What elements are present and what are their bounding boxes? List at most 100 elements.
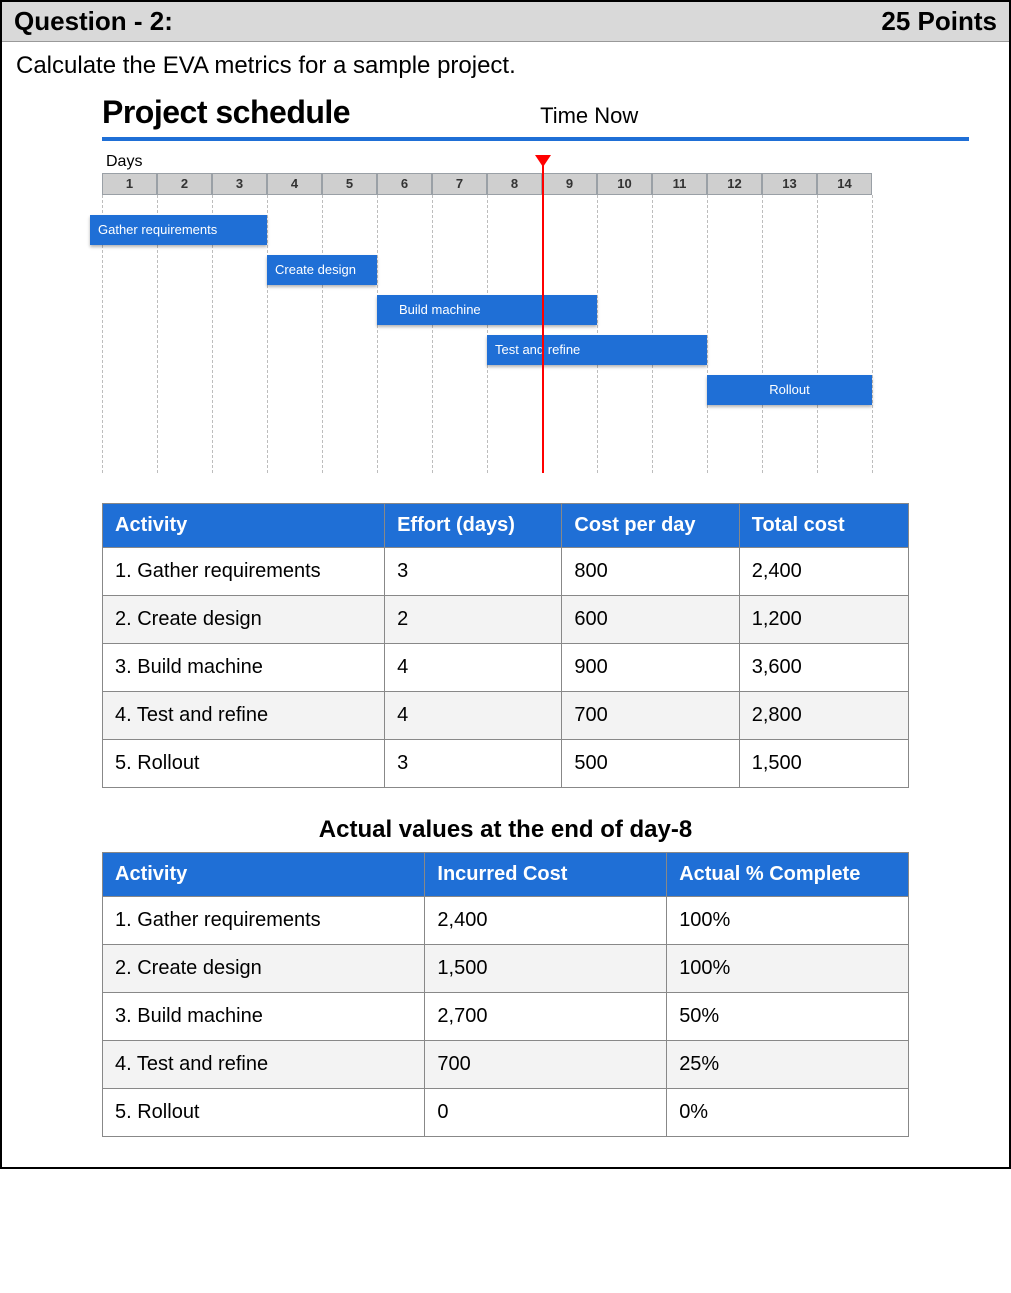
gantt-gridline [707, 195, 708, 473]
gantt-day-header: 8 [487, 173, 542, 195]
table-row: 2. Create design1,500100% [103, 945, 909, 993]
table-cell: 3,600 [739, 644, 908, 692]
table-cell: 2,700 [425, 993, 667, 1041]
time-now-label: Time Now [540, 103, 638, 129]
table-cell: 700 [425, 1041, 667, 1089]
table-cell: 4. Test and refine [103, 692, 385, 740]
gantt-task-bar: Rollout [707, 375, 872, 405]
gantt-day-header: 5 [322, 173, 377, 195]
table-cell: 900 [562, 644, 739, 692]
gantt-day-header: 14 [817, 173, 872, 195]
gantt-gridline [597, 195, 598, 473]
gantt-task-bar: Test and refine [487, 335, 707, 365]
table-cell: 3. Build machine [103, 993, 425, 1041]
time-now-marker-icon [535, 155, 551, 167]
actuals-table-section: ActivityIncurred CostActual % Complete1.… [102, 852, 909, 1137]
table-cell: 5. Rollout [103, 1089, 425, 1137]
gantt-task-bar: Create design [267, 255, 377, 285]
schedule-rule [102, 137, 969, 141]
table-header-cell: Total cost [739, 504, 908, 548]
table-row: 1. Gather requirements38002,400 [103, 548, 909, 596]
table-cell: 0% [667, 1089, 909, 1137]
page: Question - 2: 25 Points Calculate the EV… [0, 0, 1011, 1169]
table-cell: 800 [562, 548, 739, 596]
table-header-cell: Cost per day [562, 504, 739, 548]
table-cell: 1. Gather requirements [103, 548, 385, 596]
table-cell: 2,400 [739, 548, 908, 596]
table-cell: 25% [667, 1041, 909, 1089]
table-cell: 700 [562, 692, 739, 740]
table-cell: 4. Test and refine [103, 1041, 425, 1089]
table-cell: 2,800 [739, 692, 908, 740]
gantt-day-header: 12 [707, 173, 762, 195]
table-header-cell: Actual % Complete [667, 853, 909, 897]
schedule-header: Project schedule Time Now [102, 94, 969, 131]
table-cell: 100% [667, 945, 909, 993]
table-cell: 600 [562, 596, 739, 644]
gantt-gridline [762, 195, 763, 473]
gantt-gridline [267, 195, 268, 473]
table-cell: 100% [667, 897, 909, 945]
table-header-cell: Activity [103, 504, 385, 548]
gantt-gridline [377, 195, 378, 473]
table-header-cell: Effort (days) [385, 504, 562, 548]
table-cell: 4 [385, 692, 562, 740]
gantt-gridline [817, 195, 818, 473]
table-cell: 50% [667, 993, 909, 1041]
table-cell: 1,200 [739, 596, 908, 644]
table-cell: 1. Gather requirements [103, 897, 425, 945]
gantt-day-header: 9 [542, 173, 597, 195]
question-header-bar: Question - 2: 25 Points [2, 2, 1009, 42]
table-cell: 4 [385, 644, 562, 692]
table-cell: 2. Create design [103, 596, 385, 644]
table-row: 2. Create design26001,200 [103, 596, 909, 644]
gantt-gridline [872, 195, 873, 473]
gantt-gridline [652, 195, 653, 473]
gantt-day-header: 2 [157, 173, 212, 195]
actuals-table: ActivityIncurred CostActual % Complete1.… [102, 852, 909, 1137]
gantt-gridline [432, 195, 433, 473]
table-row: 3. Build machine49003,600 [103, 644, 909, 692]
gantt-chart: 1234567891011121314Gather requirementsCr… [102, 173, 872, 473]
gantt-day-header: 4 [267, 173, 322, 195]
schedule-title: Project schedule [102, 94, 350, 131]
question-prompt: Calculate the EVA metrics for a sample p… [2, 42, 1009, 86]
gantt-gridline [322, 195, 323, 473]
table-row: 5. Rollout35001,500 [103, 740, 909, 788]
table-cell: 3 [385, 548, 562, 596]
cost-table: ActivityEffort (days)Cost per dayTotal c… [102, 503, 909, 788]
table-row: 1. Gather requirements2,400100% [103, 897, 909, 945]
gantt-day-header: 3 [212, 173, 267, 195]
gantt-day-header: 10 [597, 173, 652, 195]
gantt-task-bar: Gather requirements [90, 215, 267, 245]
table-cell: 3. Build machine [103, 644, 385, 692]
points-label: 25 Points [881, 6, 997, 37]
gantt-task-bar: Build machine [377, 295, 597, 325]
question-label: Question - 2: [14, 6, 173, 37]
gantt-day-header: 11 [652, 173, 707, 195]
table-header-cell: Incurred Cost [425, 853, 667, 897]
gantt-day-header: 7 [432, 173, 487, 195]
table-row: 4. Test and refine47002,800 [103, 692, 909, 740]
table-cell: 5. Rollout [103, 740, 385, 788]
table-cell: 2. Create design [103, 945, 425, 993]
table-cell: 0 [425, 1089, 667, 1137]
table-cell: 3 [385, 740, 562, 788]
table-cell: 1,500 [739, 740, 908, 788]
table-row: 3. Build machine2,70050% [103, 993, 909, 1041]
schedule-section: Project schedule Time Now Days 123456789… [102, 94, 969, 473]
table-cell: 500 [562, 740, 739, 788]
gantt-gridline [487, 195, 488, 473]
gantt-day-header: 1 [102, 173, 157, 195]
table-row: 4. Test and refine70025% [103, 1041, 909, 1089]
gantt-day-header: 6 [377, 173, 432, 195]
table-cell: 2,400 [425, 897, 667, 945]
table-cell: 2 [385, 596, 562, 644]
time-now-line [542, 163, 544, 473]
table-cell: 1,500 [425, 945, 667, 993]
table-row: 5. Rollout00% [103, 1089, 909, 1137]
gantt-day-header: 13 [762, 173, 817, 195]
cost-table-section: ActivityEffort (days)Cost per dayTotal c… [102, 503, 909, 788]
table-header-cell: Activity [103, 853, 425, 897]
actuals-heading: Actual values at the end of day-8 [2, 816, 1009, 844]
